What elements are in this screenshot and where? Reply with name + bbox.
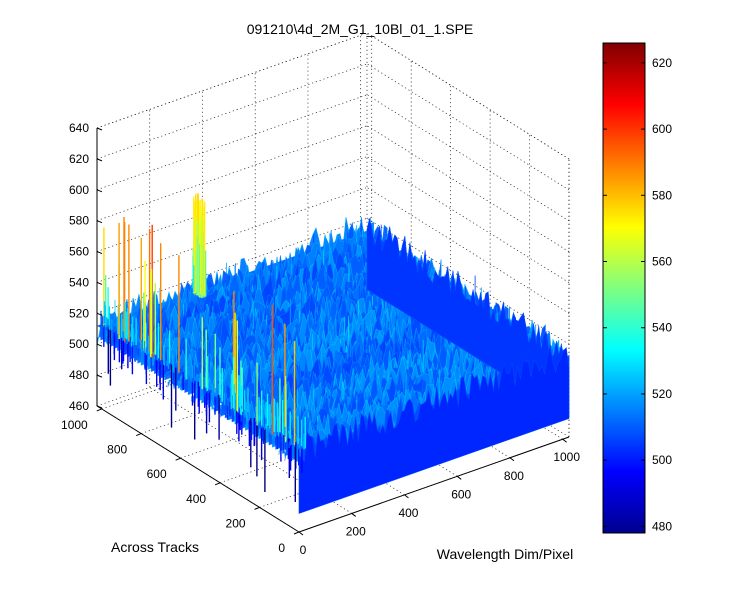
y-tick-label: 400 — [186, 492, 206, 506]
axes: 0 200 400 600 800 1000 0 200 400 600 800 1000 460 480… — [61, 121, 580, 557]
x-tick-mark — [509, 457, 515, 462]
grid-line — [366, 94, 570, 222]
z-tick-mark — [96, 405, 103, 409]
x-tick-label: 0 — [300, 543, 307, 557]
z-tick-mark — [96, 189, 103, 193]
y-axis-line — [96, 405, 300, 533]
y-tick-mark — [175, 457, 181, 461]
y-tick-label: 200 — [226, 516, 246, 530]
surface-front-face — [298, 344, 570, 514]
y-tick-mark — [254, 506, 260, 510]
y-tick-label: 1000 — [61, 418, 88, 432]
x-tick-mark — [404, 494, 409, 499]
y-tick-mark — [96, 408, 102, 412]
x-tick-label: 800 — [504, 469, 524, 483]
y-axis-label: Across Tracks — [111, 539, 199, 555]
y-tick-label: 0 — [278, 541, 285, 555]
chart-title: 091210\4d_2M_G1_10Bl_01_1.SPE — [247, 21, 474, 37]
z-tick-label: 640 — [69, 121, 89, 135]
y-tick-label: 800 — [107, 443, 127, 457]
z-tick-mark — [96, 374, 103, 378]
colorbar-tick-label: 540 — [652, 321, 672, 335]
z-tick-label: 600 — [69, 183, 89, 197]
z-tick-label: 520 — [69, 306, 89, 320]
box-edge — [366, 32, 570, 160]
grid-line — [96, 63, 368, 160]
z-tick-label: 620 — [69, 152, 89, 166]
colorbar-tick-label: 500 — [652, 453, 672, 467]
x-tick-label: 200 — [346, 524, 366, 538]
y-tick-mark — [293, 531, 300, 535]
grid-line — [366, 63, 570, 191]
z-tick-mark — [96, 127, 103, 131]
z-tick-label: 500 — [69, 337, 89, 351]
x-tick-mark — [562, 438, 567, 443]
grid-line — [96, 125, 368, 221]
x-tick-mark — [351, 513, 357, 517]
z-tick-mark — [96, 312, 103, 316]
box-edge — [96, 32, 368, 129]
colorbar-tick-label: 580 — [652, 188, 672, 202]
x-tick-mark — [456, 475, 462, 480]
x-axis-line — [298, 436, 570, 533]
z-tick-label: 540 — [69, 275, 89, 289]
surface-plot — [96, 192, 570, 514]
surface-right-face — [366, 218, 570, 416]
z-tick-mark — [96, 281, 103, 285]
x-axis-label: Wavelength Dim/Pixel — [437, 546, 573, 562]
grid-line — [366, 32, 570, 160]
z-tick-label: 580 — [69, 214, 89, 228]
y-tick-label: 600 — [147, 467, 167, 481]
x-tick-label: 400 — [398, 506, 418, 520]
z-tick-label: 460 — [69, 399, 89, 413]
colorbar-tick-label: 520 — [652, 387, 672, 401]
z-tick-mark — [96, 251, 103, 255]
colorbar-tick-label: 620 — [652, 56, 672, 70]
x-tick-mark — [298, 531, 304, 536]
grid-line — [366, 125, 570, 252]
grid-line — [96, 156, 368, 252]
z-tick-mark — [96, 220, 103, 224]
x-tick-label: 1000 — [553, 450, 580, 464]
y-tick-mark — [214, 482, 221, 486]
colorbar-tick-label: 480 — [652, 519, 672, 533]
z-tick-mark — [96, 343, 103, 347]
colorbar: 480 500 520 540 560 580 600 620 — [602, 42, 672, 534]
z-tick-mark — [96, 158, 103, 162]
grid-line — [96, 94, 368, 191]
colorbar-tick-label: 600 — [652, 122, 672, 136]
colorbar-gradient — [602, 42, 646, 534]
colorbar-tick-label: 560 — [652, 255, 672, 269]
z-tick-label: 560 — [69, 245, 89, 259]
y-tick-mark — [136, 433, 142, 437]
z-tick-label: 480 — [69, 368, 89, 382]
x-tick-label: 600 — [451, 487, 471, 501]
grid-line — [96, 32, 368, 129]
